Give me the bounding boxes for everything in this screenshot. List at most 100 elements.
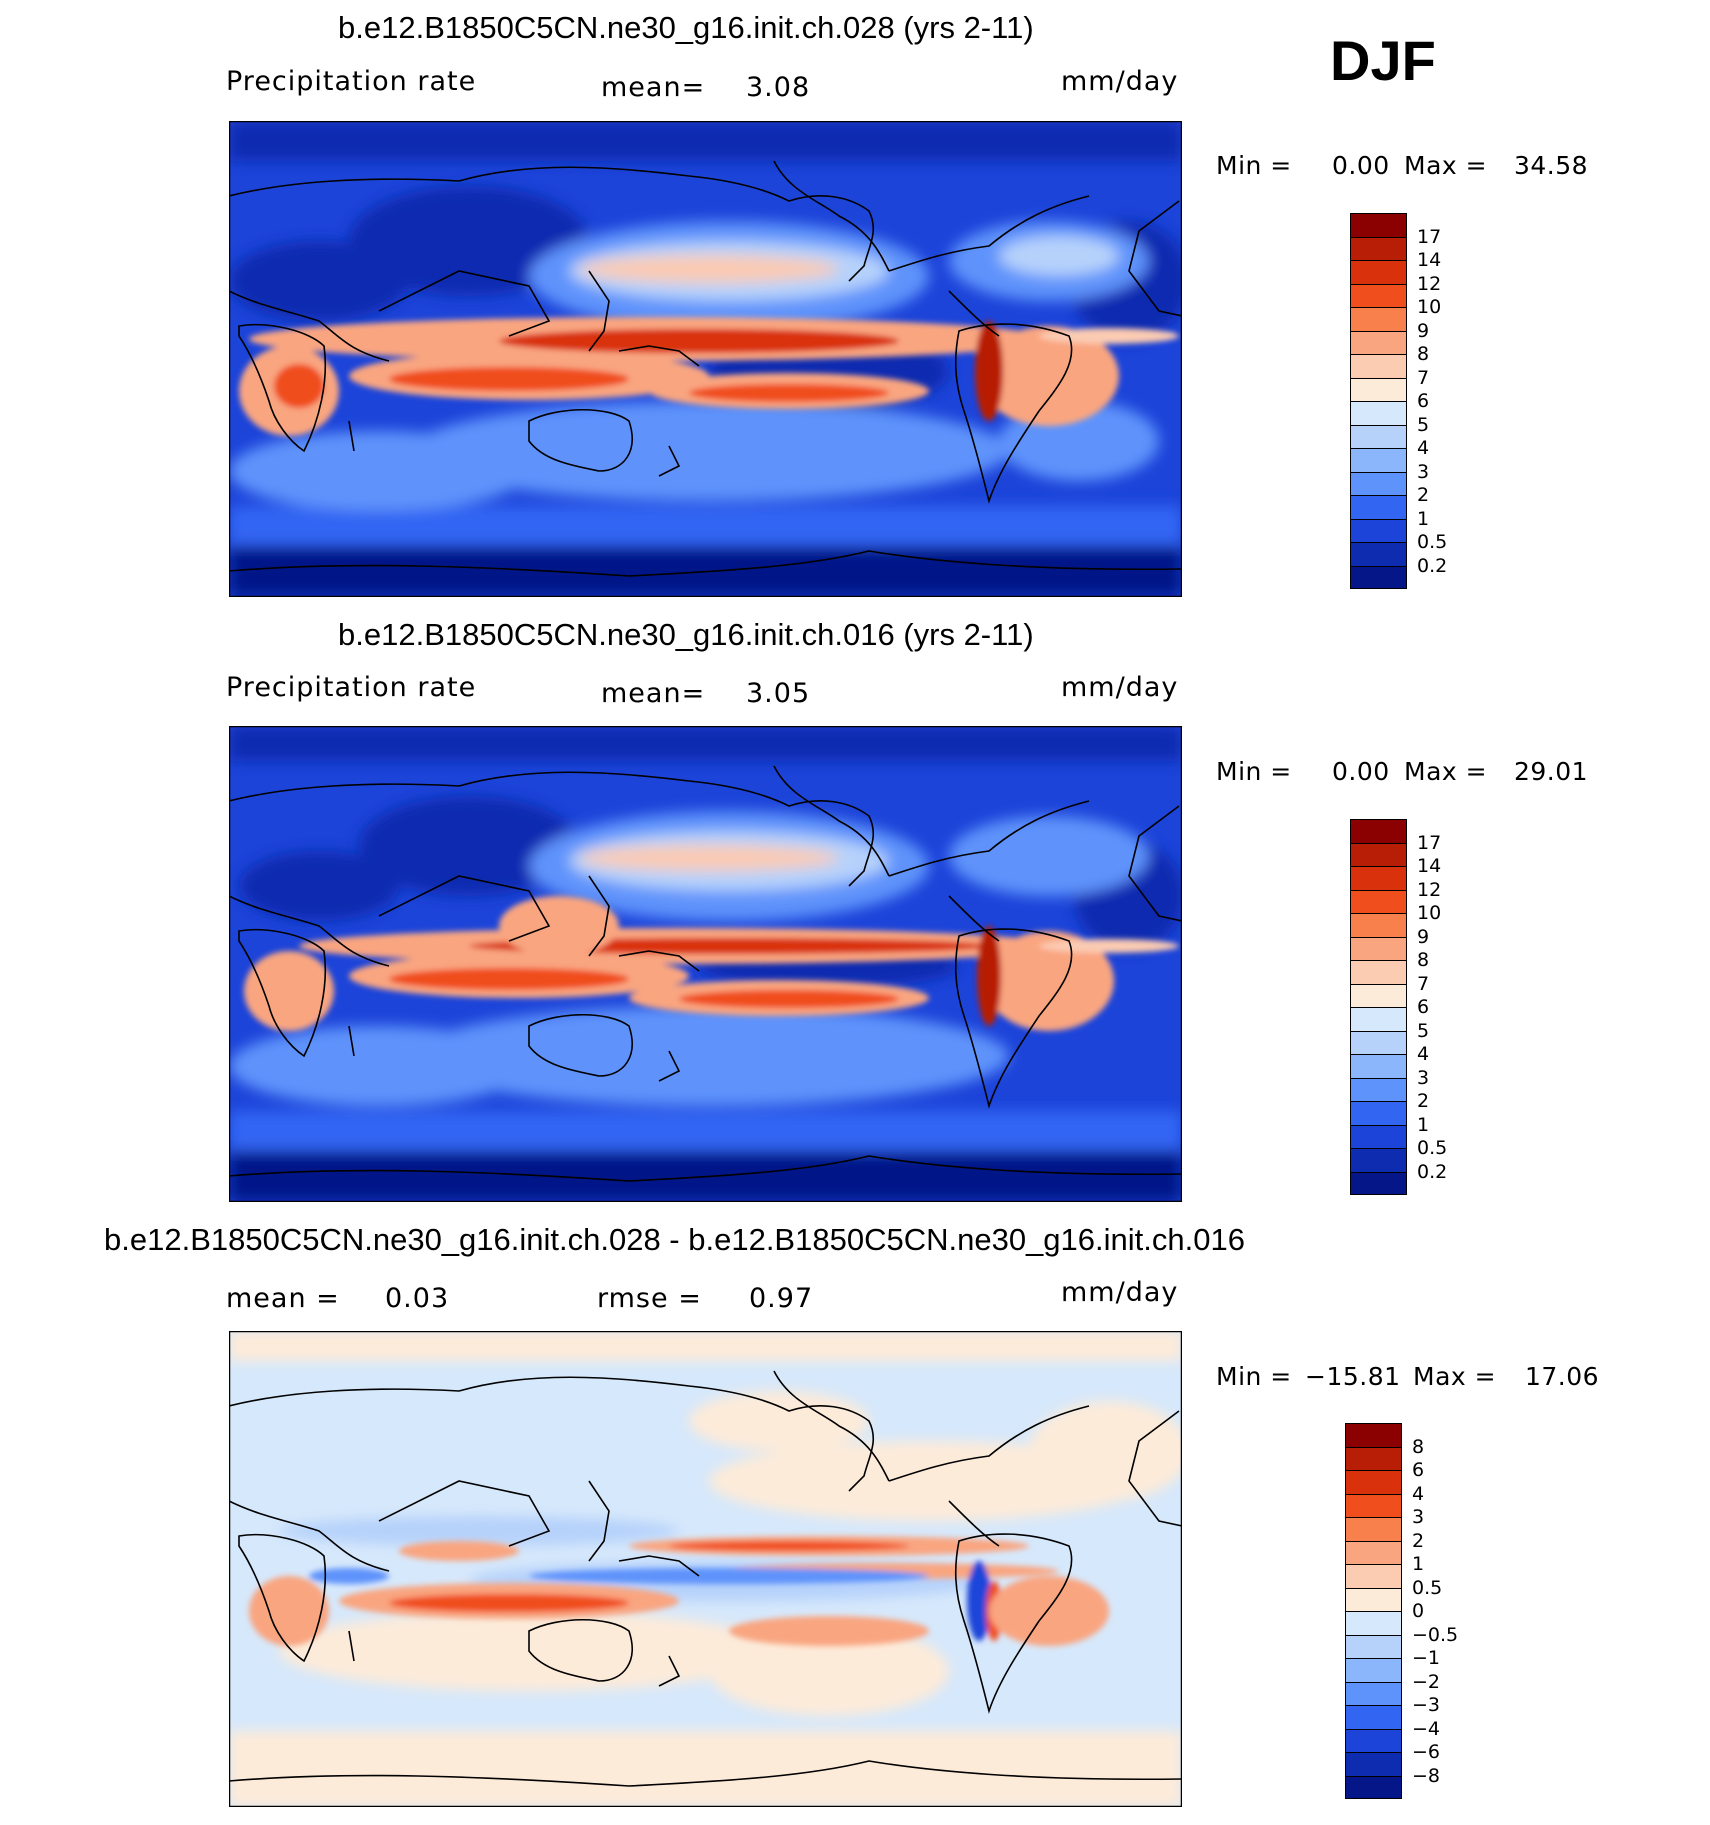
colorbar-swatch bbox=[1345, 1517, 1402, 1541]
colorbar-tick-label: 17 bbox=[1417, 831, 1442, 854]
colorbar-swatch bbox=[1350, 260, 1407, 284]
colorbar-tick-label: −4 bbox=[1412, 1717, 1441, 1740]
panel-3-min-label: Min = bbox=[1216, 1362, 1292, 1391]
colorbar-tick-label: 8 bbox=[1412, 1435, 1425, 1458]
panel-2-min-label: Min = bbox=[1216, 757, 1292, 786]
colorbar-swatch bbox=[1350, 842, 1407, 866]
colorbar-tick-label: 2 bbox=[1412, 1529, 1425, 1552]
colorbar-tick-label: 14 bbox=[1417, 855, 1442, 877]
colorbar-swatch bbox=[1350, 330, 1407, 354]
colorbar-tick-label: 3 bbox=[1417, 460, 1430, 483]
colorbar-swatch bbox=[1350, 1030, 1407, 1054]
season-label: DJF bbox=[1330, 29, 1436, 92]
colorbar-swatch bbox=[1350, 448, 1407, 472]
colorbar-tick-label: 3 bbox=[1417, 1066, 1430, 1089]
colorbar-tick-label: 7 bbox=[1417, 972, 1430, 995]
panel-2-max-value: 29.01 bbox=[1514, 757, 1589, 786]
colorbar-tick-label: −6 bbox=[1412, 1741, 1441, 1763]
colorbar-swatch bbox=[1345, 1775, 1402, 1799]
colorbar-swatch bbox=[1350, 913, 1407, 937]
panel-1-max-value: 34.58 bbox=[1514, 151, 1589, 180]
colorbar-tick-label: 0.5 bbox=[1412, 1576, 1443, 1599]
colorbar-swatch bbox=[1350, 354, 1407, 378]
colorbar-swatch bbox=[1345, 1681, 1402, 1705]
panel-1-map bbox=[228, 120, 1189, 598]
colorbar-swatch bbox=[1350, 960, 1407, 984]
colorbar-swatch bbox=[1345, 1611, 1402, 1635]
colorbar-tick-label: 4 bbox=[1417, 437, 1430, 459]
colorbar-tick-label: 17 bbox=[1417, 225, 1442, 248]
panel-3-mean-value: 0.03 bbox=[385, 1283, 450, 1314]
colorbar-swatch bbox=[1345, 1634, 1402, 1658]
panel-2-map-svg bbox=[228, 725, 1184, 1203]
colorbar-tick-label: 4 bbox=[1412, 1482, 1425, 1505]
panel-3-rmse-value: 0.97 bbox=[749, 1283, 814, 1314]
colorbar-swatch bbox=[1350, 936, 1407, 960]
panel-3-max-value: 17.06 bbox=[1525, 1362, 1600, 1391]
colorbar-tick-label: −1 bbox=[1412, 1647, 1441, 1669]
difference-bands bbox=[249, 1536, 1109, 1646]
colorbar-tick-label: 0.5 bbox=[1417, 531, 1448, 553]
precip-field bbox=[229, 726, 1184, 1202]
colorbar-tick-label: 9 bbox=[1417, 319, 1430, 342]
colorbar-tick-label: 5 bbox=[1417, 1019, 1430, 1042]
colorbar-tick-label: −3 bbox=[1412, 1694, 1441, 1716]
panel-2-mean-label: mean= bbox=[601, 678, 706, 709]
coastlines bbox=[228, 1370, 1183, 1787]
colorbar-swatch bbox=[1345, 1658, 1402, 1682]
colorbar-tick-label: 0 bbox=[1412, 1600, 1425, 1622]
panel-2-variable-label: Precipitation rate bbox=[226, 672, 477, 703]
colorbar-swatch bbox=[1350, 471, 1407, 495]
colorbar-tick-label: 2 bbox=[1417, 1090, 1430, 1112]
colorbar-swatch bbox=[1350, 495, 1407, 519]
colorbar-tick-label: 6 bbox=[1412, 1459, 1425, 1481]
colorbar-swatch bbox=[1350, 307, 1407, 331]
panel-1-title: b.e12.B1850C5CN.ne30_g16.init.ch.028 (yr… bbox=[338, 10, 1034, 45]
colorbar-swatch bbox=[1350, 236, 1407, 260]
panel-3-rmse-label: rmse = bbox=[597, 1283, 702, 1314]
colorbar-frame bbox=[1350, 819, 1407, 1195]
colorbar-tick-label: 8 bbox=[1417, 949, 1430, 971]
map-frame bbox=[228, 120, 1183, 598]
colorbar-tick-label: 1 bbox=[1412, 1553, 1425, 1575]
panel-3-colorbar: 8 6 4 3 2 1 0.5 0 −0.5 −1 −2 −3 −4 −6 −8 bbox=[1345, 1423, 1458, 1799]
colorbar-swatch bbox=[1350, 283, 1407, 307]
panel-1-min-value: 0.00 bbox=[1332, 151, 1390, 180]
colorbar-swatch bbox=[1350, 983, 1407, 1007]
panel-2-map bbox=[228, 725, 1184, 1203]
panel-2-colorbar: 17 14 12 10 9 8 7 6 5 4 3 2 1 0.5 0.2 bbox=[1350, 819, 1447, 1195]
colorbar-tick-label: 12 bbox=[1417, 272, 1442, 295]
panel-3-map bbox=[228, 1330, 1189, 1808]
panel-3-map-svg bbox=[228, 1330, 1189, 1808]
colorbar-frame bbox=[1350, 213, 1407, 589]
colorbar-tick-label: 7 bbox=[1417, 366, 1430, 389]
colorbar-tick-label: 6 bbox=[1417, 390, 1430, 412]
colorbar-tick-label: 6 bbox=[1417, 996, 1430, 1018]
colorbar-tick-label: 1 bbox=[1417, 1113, 1430, 1136]
colorbar-swatch bbox=[1350, 401, 1407, 425]
colorbar-swatch bbox=[1350, 377, 1407, 401]
colorbar-tick-label: 2 bbox=[1417, 484, 1430, 506]
colorbar-swatch bbox=[1350, 1148, 1407, 1172]
colorbar-swatch bbox=[1345, 1470, 1402, 1494]
colorbar-tick-label: 10 bbox=[1417, 296, 1442, 318]
panel-1-min-label: Min = bbox=[1216, 151, 1292, 180]
panel-1-max-label: Max = bbox=[1404, 151, 1488, 180]
colorbar-tick-label: 9 bbox=[1417, 925, 1430, 948]
panel-1-colorbar: 17 14 12 10 9 8 7 6 5 4 3 2 1 0.5 0.2 bbox=[1350, 213, 1447, 589]
colorbar-tick-label: 0.5 bbox=[1417, 1137, 1448, 1159]
colorbar-swatch bbox=[1350, 565, 1407, 589]
panel-2-units: mm/day bbox=[1061, 672, 1179, 703]
colorbar-tick-label: 0.2 bbox=[1417, 1160, 1448, 1183]
colorbar-tick-label: 12 bbox=[1417, 878, 1442, 901]
colorbar-swatch bbox=[1350, 1124, 1407, 1148]
colorbar-swatch bbox=[1350, 1171, 1407, 1195]
colorbar-tick-label: 14 bbox=[1417, 249, 1442, 271]
colorbar-tick-label: 1 bbox=[1417, 507, 1430, 530]
coastlines bbox=[228, 160, 1183, 577]
panel-3-mean-label: mean = bbox=[226, 1283, 340, 1314]
panel-3-units: mm/day bbox=[1061, 1277, 1179, 1308]
panel-1-units: mm/day bbox=[1061, 66, 1179, 97]
colorbar-tick-label: 3 bbox=[1412, 1506, 1425, 1528]
panel-2-max-label: Max = bbox=[1404, 757, 1488, 786]
